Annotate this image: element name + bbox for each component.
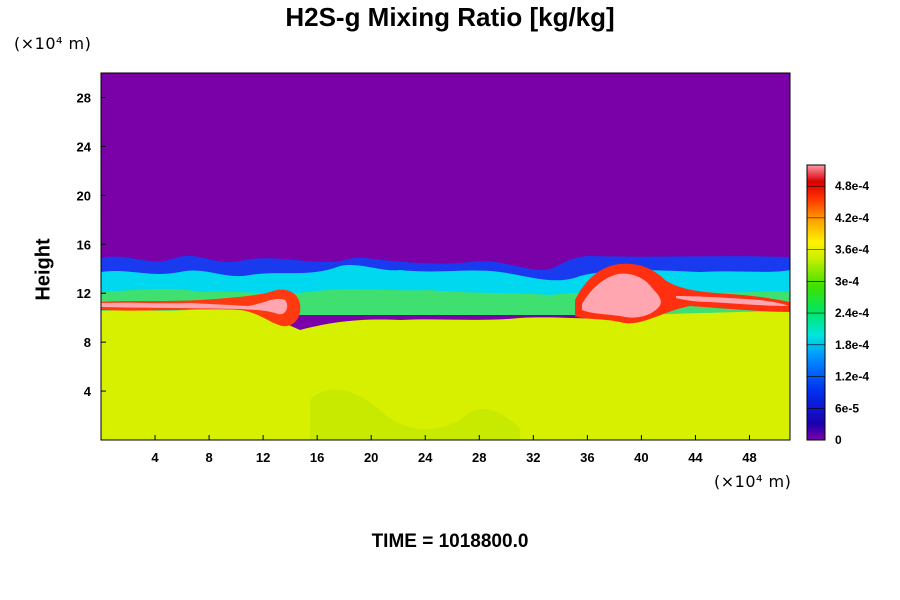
x-unit-label: (×10⁴ m)	[714, 472, 792, 491]
y-tick-label: 28	[77, 90, 91, 105]
x-tick-label: 40	[634, 450, 648, 465]
plot-frame	[100, 72, 791, 441]
region-lower-shade	[310, 389, 520, 440]
colorbar-tick-label: 2.4e-4	[835, 306, 869, 320]
y-unit-label: (×10⁴ m)	[14, 34, 92, 53]
time-footer: TIME = 1018800.0	[371, 531, 529, 552]
x-tick-label: 12	[256, 450, 270, 465]
x-tick-label: 20	[364, 450, 378, 465]
x-tick-label: 4	[151, 450, 159, 465]
x-ticks: 4 8 12 16 20 24 28 32 36 40 44 48	[151, 435, 757, 465]
x-tick-label: 8	[205, 450, 212, 465]
colorbar-tick-label: 1.8e-4	[835, 338, 869, 352]
y-tick-label: 16	[77, 237, 91, 252]
region-lower	[101, 307, 790, 440]
y-tick-label: 8	[84, 335, 91, 350]
colorbar-tick-label: 0	[835, 433, 842, 447]
y-tick-label: 20	[77, 188, 91, 203]
colorbar-tick-label: 3e-4	[835, 274, 859, 288]
plume-left-pink	[101, 298, 288, 315]
colorbar-tick-label: 1.2e-4	[835, 370, 869, 384]
colorbar-tick-label: 3.6e-4	[835, 243, 869, 257]
y-ticks: 4 8 12 16 20 24 28	[77, 90, 106, 399]
x-tick-label: 32	[526, 450, 540, 465]
x-tick-label: 16	[310, 450, 324, 465]
x-tick-label: 36	[580, 450, 594, 465]
y-tick-label: 12	[77, 286, 91, 301]
x-tick-label: 48	[742, 450, 756, 465]
x-tick-label: 28	[472, 450, 486, 465]
plume-right-tail	[676, 296, 788, 306]
x-tick-label: 24	[418, 450, 433, 465]
heatmap-field	[101, 73, 790, 440]
colorbar-ticks: 0 6e-5 1.2e-4 1.8e-4 2.4e-4 3e-4 3.6e-4 4.2e-4 4…	[807, 179, 869, 447]
y-tick-label: 24	[77, 139, 92, 154]
colorbar-tick-label: 6e-5	[835, 401, 859, 415]
chart-title: H2S-g Mixing Ratio [kg/kg]	[285, 2, 615, 32]
y-tick-label: 4	[84, 384, 92, 399]
colorbar-tick-label: 4.2e-4	[835, 211, 869, 225]
colorbar	[806, 164, 826, 441]
plume-right-pink	[582, 273, 661, 318]
colorbar-tick-label: 4.8e-4	[835, 179, 869, 193]
x-tick-label: 44	[688, 450, 703, 465]
